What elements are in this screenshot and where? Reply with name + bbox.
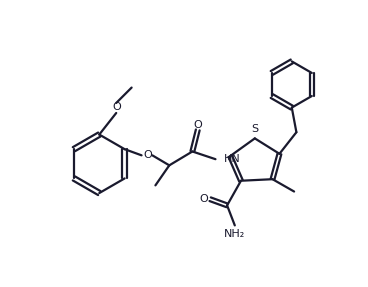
Text: O: O: [194, 119, 202, 129]
Text: NH₂: NH₂: [224, 229, 245, 239]
Text: S: S: [251, 124, 258, 134]
Text: O: O: [144, 150, 152, 160]
Text: O: O: [113, 102, 121, 112]
Text: HN: HN: [224, 154, 241, 164]
Text: O: O: [199, 194, 208, 204]
